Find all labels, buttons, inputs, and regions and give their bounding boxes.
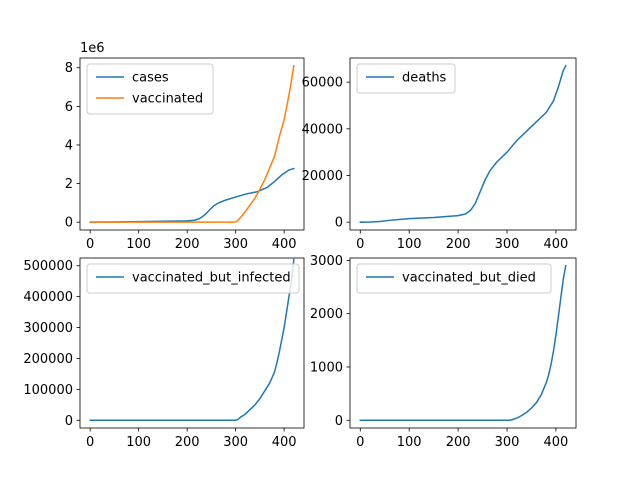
x-tick-label: 400	[272, 435, 297, 450]
x-tick-label: 300	[223, 237, 248, 252]
y-offset-label: 1e6	[80, 41, 105, 56]
axes-frame	[79, 257, 305, 429]
y-tick-label: 4	[65, 138, 73, 153]
x-tick-label: 100	[397, 237, 422, 252]
x-tick-label: 400	[544, 237, 569, 252]
series-line-deaths	[359, 64, 567, 223]
y-tick-label: 0	[335, 216, 343, 231]
y-tick-label: 100000	[23, 383, 73, 398]
x-tick-label: 100	[397, 435, 422, 450]
legend-label: cases	[132, 71, 169, 86]
legend-label: vaccinated_but_died	[402, 271, 536, 286]
y-tick-label: 500000	[23, 259, 73, 274]
y-tick-label: 3000	[310, 254, 343, 269]
y-tick-label: 2	[65, 177, 73, 192]
series-line-cases	[89, 167, 295, 223]
x-tick-label: 300	[495, 435, 520, 450]
y-tick-label: 60000	[302, 76, 343, 91]
legend: deaths	[356, 63, 456, 94]
y-tick-label: 0	[335, 414, 343, 429]
x-tick-label: 200	[446, 237, 471, 252]
legend-label: vaccinated	[132, 92, 203, 107]
axes-frame	[349, 257, 577, 429]
legend: cases vaccinated	[86, 63, 214, 115]
series-line-vaccinated-but-infected	[89, 258, 295, 422]
y-tick-label: 1000	[310, 360, 343, 375]
y-tick-label: 40000	[302, 122, 343, 137]
x-tick-label: 0	[356, 237, 364, 252]
y-tick-label: 8	[65, 61, 73, 76]
x-tick-label: 300	[495, 237, 520, 252]
x-tick-label: 0	[86, 435, 94, 450]
y-tick-label: 6	[65, 100, 73, 115]
y-tick-label: 20000	[302, 169, 343, 184]
legend: vaccinated_but_infected	[86, 263, 300, 294]
legend-box	[86, 263, 300, 294]
x-tick-label: 300	[223, 435, 248, 450]
series-line-vaccinated	[89, 64, 295, 223]
x-tick-label: 100	[126, 435, 151, 450]
x-tick-label: 400	[272, 237, 297, 252]
y-tick-label: 0	[65, 216, 73, 231]
legend: vaccinated_but_died	[356, 263, 552, 294]
y-tick-label: 300000	[23, 321, 73, 336]
subplot-1: 0 100 200 300 400 0 2 4 6 8 1e6 cases vaccinated	[65, 41, 305, 252]
x-tick-label: 0	[86, 237, 94, 252]
series-line-vaccinated-but-died	[359, 264, 567, 422]
x-tick-label: 200	[175, 435, 200, 450]
x-tick-label: 400	[544, 435, 569, 450]
x-tick-label: 100	[126, 237, 151, 252]
y-tick-label: 0	[65, 414, 73, 429]
legend-box	[356, 263, 552, 294]
subplot-4: 0 100 200 300 400 0 1000 2000 3000 vaccinated_but…	[310, 254, 577, 450]
legend-label: vaccinated_but_infected	[132, 271, 291, 286]
x-tick-label: 200	[446, 435, 471, 450]
axes-frame	[349, 57, 577, 231]
y-tick-label: 200000	[23, 352, 73, 367]
x-tick-label: 0	[356, 435, 364, 450]
legend-label: deaths	[402, 71, 447, 86]
y-tick-label: 400000	[23, 290, 73, 305]
subplot-2: 0 100 200 300 400 0 20000 40000 60000 deaths	[302, 57, 577, 252]
subplot-3: 0 100 200 300 400 0 100000 200000 300000 400000 50…	[23, 257, 305, 450]
y-tick-label: 2000	[310, 307, 343, 322]
x-tick-label: 200	[175, 237, 200, 252]
legend-box	[356, 63, 456, 94]
axes-frame	[79, 57, 305, 231]
